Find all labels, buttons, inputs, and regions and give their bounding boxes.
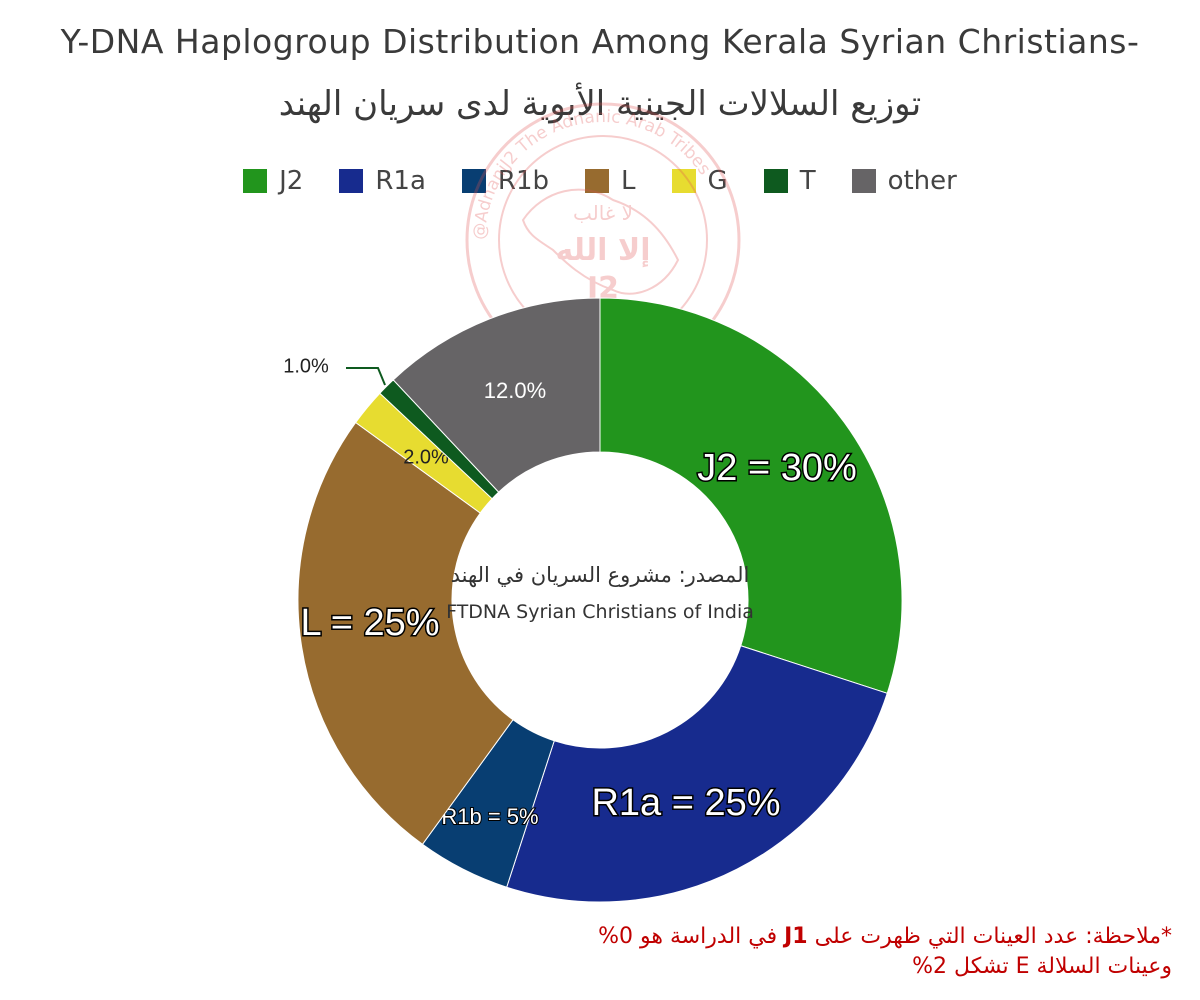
- data-label-l: L = 25%: [300, 602, 439, 644]
- legend-label: other: [887, 166, 957, 196]
- legend-swatch: [243, 169, 268, 193]
- footnote-line-2: وعينات السلالة E تشكل 2%: [912, 954, 1172, 979]
- legend-swatch: [339, 169, 364, 193]
- legend-item-j2[interactable]: J2: [243, 166, 303, 196]
- data-label-r1a: R1a = 25%: [591, 782, 780, 824]
- data-label-r1b: R1b = 5%: [441, 804, 538, 829]
- legend-item-t[interactable]: T: [763, 166, 816, 196]
- leader-line-t: [346, 367, 386, 386]
- svg-text:لا غالب: لا غالب: [573, 201, 633, 225]
- legend-label: R1a: [375, 166, 426, 196]
- legend-label: G: [707, 166, 728, 196]
- data-label-g: 2.0%: [403, 446, 449, 468]
- footnote: *ملاحظة: عدد العينات التي ظهرت على J1 في…: [472, 922, 1172, 982]
- watermark-stamp: @AdnaniJ2 The Adnanic Arab Tribes لا غال…: [465, 102, 741, 378]
- legend-label: L: [621, 166, 636, 196]
- slice-l[interactable]: [297, 421, 514, 846]
- legend-item-r1a[interactable]: R1a: [339, 166, 426, 196]
- slice-other[interactable]: [392, 297, 601, 493]
- data-label-j2: J2 = 30%: [697, 447, 857, 489]
- center-source-arabic: المصدر: مشروع السريان في الهند: [451, 563, 750, 587]
- slice-j2[interactable]: [599, 297, 903, 694]
- legend-item-l[interactable]: L: [585, 166, 636, 196]
- legend-swatch: [851, 169, 876, 193]
- data-label-other: 12.0%: [484, 378, 546, 403]
- center-source-english: FTDNA Syrian Christians of India: [446, 601, 754, 623]
- slice-r1a[interactable]: [506, 645, 888, 903]
- chart-title-english: Y-DNA Haplogroup Distribution Among Kera…: [60, 22, 1140, 61]
- legend-swatch: [763, 169, 788, 193]
- legend-swatch: [585, 169, 610, 193]
- legend-item-r1b[interactable]: R1b: [461, 166, 550, 196]
- legend-item-g[interactable]: G: [671, 166, 728, 196]
- legend-label: T: [799, 166, 816, 196]
- legend-swatch: [461, 169, 486, 193]
- legend-item-other[interactable]: other: [851, 166, 957, 196]
- legend-swatch: [671, 169, 696, 193]
- legend-label: R1b: [497, 166, 550, 196]
- footnote-line-1: *ملاحظة: عدد العينات التي ظهرت على J1 في…: [598, 924, 1172, 949]
- chart-title-arabic: توزيع السلالات الجينية الأبوية لدى سريان…: [278, 84, 922, 124]
- legend-label: J2: [279, 166, 304, 196]
- data-label-t: 1.0%: [283, 355, 329, 377]
- svg-text:إلا الله: إلا الله: [555, 233, 650, 268]
